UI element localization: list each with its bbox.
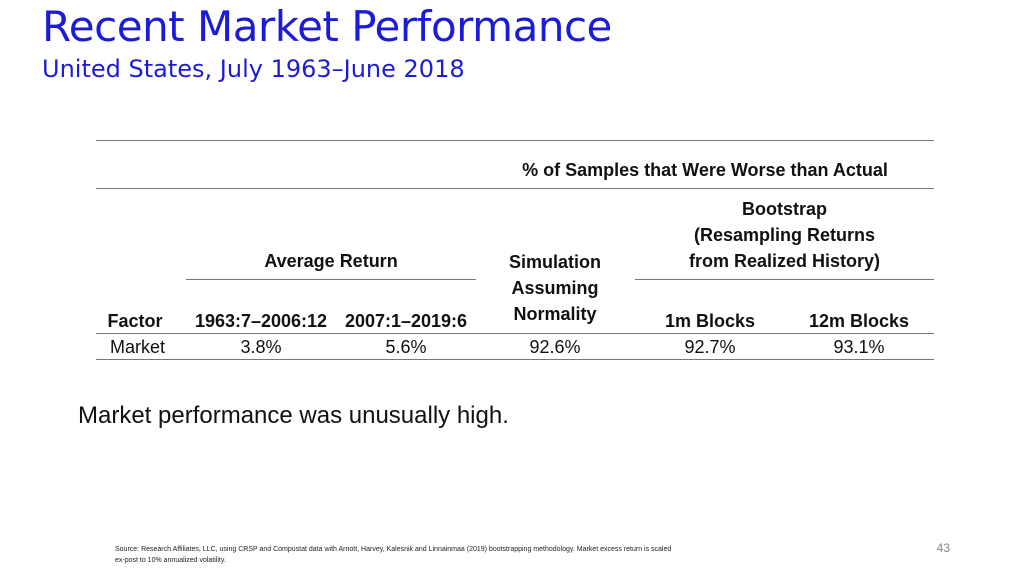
bootstrap-header-line-2: (Resampling Returns (693, 225, 876, 245)
source-footnote: Source: Research Affiliates, LLC, using … (115, 546, 672, 564)
row-period2: 5.6% (385, 337, 427, 357)
super-header: % of Samples that Were Worse than Actual (522, 160, 888, 180)
simulation-header-line-2: Assuming (511, 278, 599, 298)
table-bottom-rule (96, 359, 934, 360)
table-top-rule (96, 140, 934, 141)
simulation-header-line-1: Simulation (508, 252, 601, 272)
row-period1: 3.8% (240, 337, 282, 357)
bootstrap-header-line-3: from Realized History) (688, 251, 881, 271)
row-simulation: 92.6% (529, 337, 581, 357)
column-header-1m-blocks: 1m Blocks (664, 311, 756, 331)
row-factor: Market (109, 337, 165, 357)
average-return-rule (186, 279, 476, 280)
page-title: Recent Market Performance (42, 2, 612, 51)
column-header-period2: 2007:1–2019:6 (344, 311, 468, 331)
page-number: 43 (936, 541, 950, 555)
header-bottom-rule (96, 333, 934, 334)
column-header-12m-blocks: 12m Blocks (808, 311, 910, 331)
column-header-period1: 1963:7–2006:12 (194, 311, 328, 331)
bootstrap-header-line-1: Bootstrap (742, 199, 827, 219)
column-header-factor: Factor (107, 311, 163, 331)
bootstrap-rule (635, 279, 934, 280)
simulation-header-line-3: Normality (513, 304, 597, 324)
super-header-rule (96, 188, 934, 189)
key-takeaway: Market performance was unusually high. (78, 402, 509, 429)
average-return-header: Average Return (264, 251, 398, 271)
row-1m-blocks: 92.7% (684, 337, 736, 357)
page-subtitle: United States, July 1963–June 2018 (42, 55, 465, 83)
row-12m-blocks: 93.1% (833, 337, 885, 357)
